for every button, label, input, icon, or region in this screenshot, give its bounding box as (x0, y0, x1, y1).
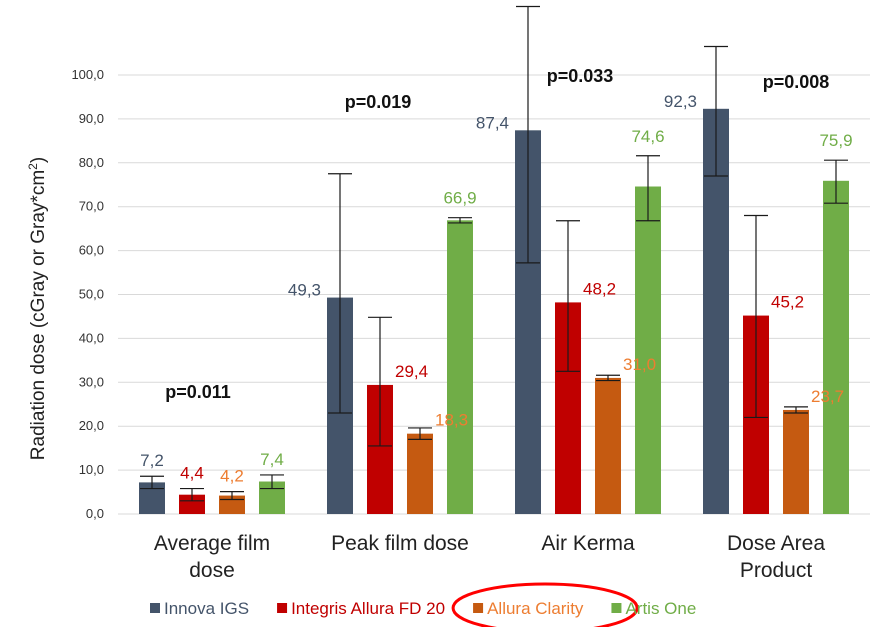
legend-swatch (277, 603, 288, 613)
y-tick-label: 60,0 (79, 243, 104, 258)
category-label: Peak film dose (331, 532, 469, 555)
bar (595, 377, 621, 514)
data-label: 92,3 (664, 92, 697, 111)
category-label: Air Kerma (541, 532, 635, 555)
category-label: Product (740, 559, 813, 582)
y-tick-label: 100,0 (71, 67, 104, 82)
bar (823, 180, 849, 514)
data-label: 74,6 (631, 127, 664, 146)
bar (635, 186, 661, 515)
y-tick-label: 50,0 (79, 287, 104, 302)
data-label: 48,2 (583, 279, 616, 298)
p-value-label: p=0.033 (547, 66, 614, 86)
data-label: 18,3 (435, 411, 468, 430)
y-tick-label: 0,0 (86, 506, 104, 521)
legend-label: Allura Clarity (487, 599, 584, 618)
data-label: 7,4 (260, 450, 284, 469)
y-axis: 0,0 10,0 20,0 30,0 40,0 50,0 60,0 70,0 80,0 90,0 1… (26, 67, 104, 521)
data-label: 4,2 (220, 467, 244, 486)
legend-swatch (611, 603, 622, 613)
data-label: 87,4 (476, 113, 509, 132)
x-axis: Average film dose Peak film dose Air Kerma D… (154, 532, 826, 582)
bar (447, 220, 473, 514)
y-tick-label: 10,0 (79, 462, 104, 477)
bar (407, 433, 433, 514)
y-tick-label: 40,0 (79, 330, 104, 345)
data-label: 45,2 (771, 293, 804, 312)
p-value-label: p=0.019 (345, 92, 412, 112)
category-label: Dose Area (727, 532, 825, 555)
y-tick-label: 70,0 (79, 199, 104, 214)
p-value-label: p=0.008 (763, 72, 830, 92)
data-label: 31,0 (623, 355, 656, 374)
legend-label: Innova IGS (164, 599, 249, 618)
category-label: Average film (154, 532, 270, 555)
bar (783, 409, 809, 514)
bars (139, 5, 849, 515)
p-values: p=0.011 p=0.019 p=0.033 p=0.008 (165, 66, 829, 402)
y-tick-label: 90,0 (79, 111, 104, 126)
y-tick-label: 20,0 (79, 418, 104, 433)
data-label: 66,9 (443, 189, 476, 208)
data-label: 7,2 (140, 451, 164, 470)
legend-swatch (473, 603, 484, 613)
data-label: 75,9 (819, 131, 852, 150)
legend: Innova IGS Integris Allura FD 20 Allura Cl… (150, 582, 696, 627)
data-label: 29,4 (395, 362, 428, 381)
y-axis-title: Radiation dose (cGray or Gray*cm2) (26, 157, 49, 460)
gridlines (118, 74, 870, 515)
bar (179, 494, 205, 514)
data-label: 23,7 (811, 387, 844, 406)
bar (219, 495, 245, 514)
legend-swatch (150, 603, 160, 613)
category-label: dose (189, 559, 235, 582)
highlight-ellipse (451, 582, 639, 627)
p-value-label: p=0.011 (165, 382, 231, 402)
y-tick-label: 80,0 (79, 155, 104, 170)
y-tick-label: 30,0 (79, 374, 104, 389)
legend-label: Artis One (625, 599, 696, 618)
data-label: 4,4 (180, 464, 204, 483)
data-label: 49,3 (288, 281, 321, 300)
data-labels: 7,2 4,4 4,2 7,4 49,3 29,4 18,3 66,9 87,4 48,2 31,0… (140, 92, 852, 486)
legend-label: Integris Allura FD 20 (291, 599, 445, 618)
